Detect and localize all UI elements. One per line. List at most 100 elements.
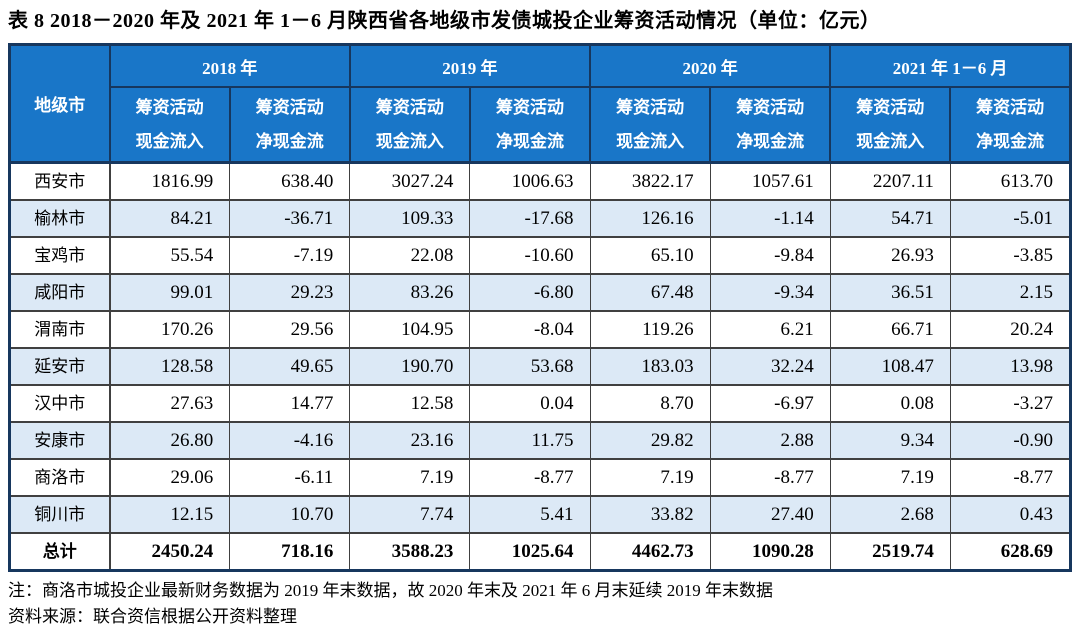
city-cell: 安康市 [8,421,111,460]
city-cell: 铜川市 [8,495,111,534]
value-cell: -10.60 [469,236,591,275]
value-cell: -17.68 [469,199,591,238]
value-cell: 190.70 [349,347,471,386]
city-cell: 咸阳市 [8,273,111,312]
city-cell: 总计 [8,532,111,572]
value-cell: 170.26 [109,310,231,349]
subheader-line2: 现金流入 [616,131,685,151]
table-row: 铜川市 12.15 10.70 7.74 5.41 33.82 27.40 2.68 0.43 [8,495,1072,534]
value-cell: 29.56 [229,310,351,349]
value-cell: 3588.23 [349,532,471,572]
table-body: 西安市 1816.99 638.40 3027.24 1006.63 3822.17 105… [8,161,1072,572]
value-cell: 3822.17 [589,161,711,201]
value-cell: -9.34 [709,273,831,312]
value-cell: -1.14 [709,199,831,238]
subheader-line2: 净现金流 [495,131,564,151]
value-cell: 26.80 [109,421,231,460]
value-cell: 54.71 [829,199,951,238]
subheader-line1: 筹资活动 [375,97,444,117]
value-cell: 10.70 [229,495,351,534]
year-group-2020: 2020 年 [589,43,832,88]
subheader-line1: 筹资活动 [616,97,685,117]
subheader-line1: 筹资活动 [736,97,805,117]
corner-header-cell: 地级市 [8,43,111,164]
value-cell: 2450.24 [109,532,231,572]
table-row: 汉中市 27.63 14.77 12.58 0.04 8.70 -6.97 0.08 -3.27 [8,384,1072,423]
value-cell: 32.24 [709,347,831,386]
value-cell: 20.24 [949,310,1072,349]
note-line: 注：商洛市城投企业最新财务数据为 2019 年末数据，故 2020 年末及 20… [8,581,773,600]
value-cell: -8.77 [469,458,591,497]
value-cell: 26.93 [829,236,951,275]
value-cell: 99.01 [109,273,231,312]
value-cell: 29.82 [589,421,711,460]
table-row: 咸阳市 99.01 29.23 83.26 -6.80 67.48 -9.34 36.51 2.… [8,273,1072,312]
total-row: 总计 2450.24 718.16 3588.23 1025.64 4462.73 1090… [8,532,1072,572]
value-cell: 1006.63 [469,161,591,201]
year-group-2021h1: 2021 年 1－6 月 [829,43,1072,88]
value-cell: -6.11 [229,458,351,497]
value-cell: 36.51 [829,273,951,312]
subheader-line1: 筹资活动 [255,97,324,117]
value-cell: 53.68 [469,347,591,386]
year-header-row: 地级市 2018 年 2019 年 2020 年 2021 年 1－6 月 [8,43,1072,164]
value-cell: 2207.11 [829,161,951,201]
value-cell: 1090.28 [709,532,831,572]
value-cell: -0.90 [949,421,1072,460]
value-cell: 128.58 [109,347,231,386]
table-row: 宝鸡市 55.54 -7.19 22.08 -10.60 65.10 -9.84 26.93-… [8,236,1072,275]
value-cell: 14.77 [229,384,351,423]
value-cell: 7.19 [829,458,951,497]
subheader-netflow: 筹资活动 净现金流 [468,86,592,164]
value-cell: 104.95 [349,310,471,349]
value-cell: 12.15 [109,495,231,534]
table-notes: 注：商洛市城投企业最新财务数据为 2019 年末数据，故 2020 年末及 20… [8,578,1072,630]
value-cell: 33.82 [589,495,711,534]
subheader-inflow: 筹资活动 现金流入 [829,86,952,164]
subheader-line1: 筹资活动 [495,97,564,117]
value-cell: 12.58 [349,384,471,423]
value-cell: -8.77 [709,458,831,497]
value-cell: 65.10 [589,236,711,275]
value-cell: 9.34 [829,421,951,460]
value-cell: 1025.64 [469,532,591,572]
value-cell: -4.16 [229,421,351,460]
table-title: 表 8 2018－2020 年及 2021 年 1－6 月陕西省各地级市发债城投… [8,10,881,32]
city-cell: 西安市 [8,161,111,201]
value-cell: 108.47 [829,347,951,386]
year-group-2018: 2018 年 [108,43,351,88]
value-cell: 49.65 [229,347,351,386]
value-cell: -6.97 [709,384,831,423]
value-cell: 23.16 [349,421,471,460]
city-cell: 商洛市 [8,458,111,497]
table-row: 商洛市 29.06 -6.11 7.19 -8.77 7.19 -8.77 7.19 -8.77 [8,458,1072,497]
subheader-line2: 现金流入 [135,131,204,151]
value-cell: -3.85 [949,236,1072,275]
value-cell: -7.19 [229,236,351,275]
value-cell: 1816.99 [109,161,231,201]
value-cell: 83.26 [349,273,471,312]
subheader-line2: 净现金流 [976,131,1045,151]
subheader-line2: 现金流入 [375,131,444,151]
value-cell: -6.80 [469,273,591,312]
sub-header-row: 筹资活动 现金流入 筹资活动 净现金流 筹资活动 现金流入 筹资活动 净现金流 … [10,86,1072,164]
value-cell: -9.84 [709,236,831,275]
table-row: 延安市 128.58 49.65 190.70 53.68 183.03 32.24 108.… [8,347,1072,386]
value-cell: 2519.74 [829,532,951,572]
city-cell: 汉中市 [8,384,111,423]
value-cell: 0.08 [829,384,951,423]
year-group-2019: 2019 年 [348,43,592,88]
value-cell: 66.71 [829,310,951,349]
value-cell: 27.63 [109,384,231,423]
value-cell: 22.08 [349,236,471,275]
subheader-line1: 筹资活动 [976,97,1045,117]
value-cell: 613.70 [949,161,1072,201]
value-cell: 2.15 [949,273,1072,312]
table-header: 地级市 2018 年 2019 年 2020 年 2021 年 1－6 月 筹资… [8,43,1072,164]
subheader-inflow: 筹资活动 现金流入 [348,86,471,164]
value-cell: 67.48 [589,273,711,312]
table-row: 安康市 26.80 -4.16 23.16 11.75 29.82 2.88 9.34 -0.9… [8,421,1072,460]
subheader-line2: 现金流入 [856,131,925,151]
value-cell: 126.16 [589,199,711,238]
